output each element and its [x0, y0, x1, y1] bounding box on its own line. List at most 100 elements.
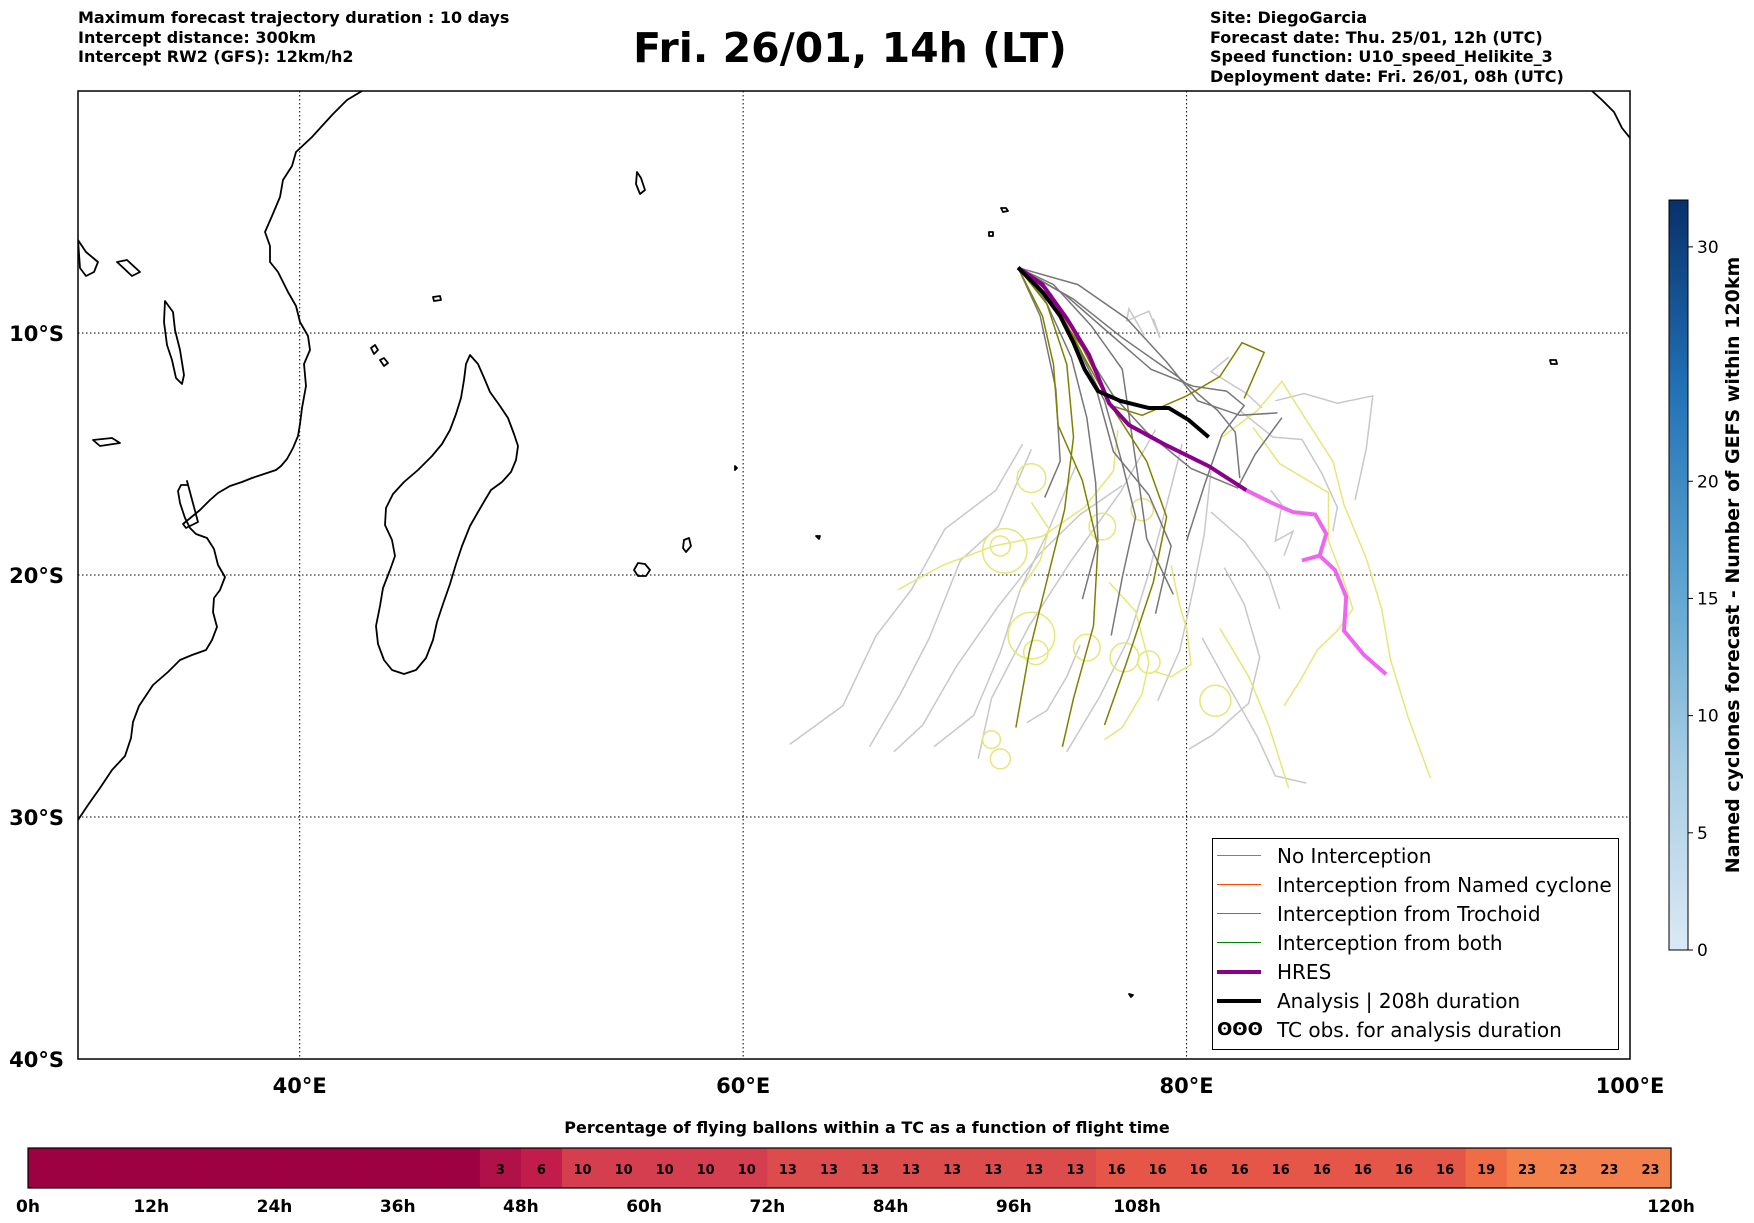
percentage-cell-label: 19 — [1477, 1163, 1495, 1178]
percentage-bar-frame — [27, 1147, 1672, 1189]
longitude-tick-label: 100°E — [1596, 1074, 1665, 1098]
legend-label-tc-obs: TC obs. for analysis duration — [1277, 1017, 1562, 1042]
percentage-cell-label: 6 — [537, 1163, 546, 1178]
percentage-cell-label: 16 — [1436, 1163, 1454, 1178]
percentage-cell — [1219, 1148, 1261, 1188]
mozambique-channel-bassas — [92, 437, 121, 447]
percentage-cell-label: 23 — [1641, 1163, 1659, 1178]
colorbar-tick-label: 20 — [1697, 472, 1719, 492]
percentage-cell-label: 10 — [615, 1163, 633, 1178]
trajectory-path — [1221, 380, 1432, 779]
percentage-cell — [1260, 1148, 1302, 1188]
trajectory-path — [1015, 267, 1075, 728]
percentage-cell — [1342, 1148, 1385, 1188]
cyclone-colorbar-gradient — [1668, 199, 1689, 951]
map-legend: No Interception Interception from Named … — [1212, 838, 1619, 1050]
pemba-island — [78, 239, 99, 277]
legend-label-named-cyclone: Interception from Named cyclone — [1277, 872, 1612, 897]
legend-row-trochoid: Interception from Trochoid — [1213, 899, 1541, 928]
trajectory-path — [1125, 306, 1161, 339]
time-tick-label: 120h — [1647, 1197, 1695, 1217]
percentage-cell — [1054, 1148, 1097, 1188]
percentage-cell — [438, 1148, 481, 1188]
trajectory-path — [1017, 267, 1174, 595]
trajectory-loop — [981, 527, 1028, 574]
percentage-cell — [1588, 1148, 1631, 1188]
trajectory-path — [1275, 392, 1374, 501]
trajectory-path — [1209, 356, 1263, 409]
percentage-cell — [69, 1148, 111, 1188]
trajectory-group-yellow — [897, 380, 1432, 789]
longitude-tick-label: 60°E — [716, 1074, 770, 1098]
hres-path-early — [1016, 266, 1248, 492]
legend-swatch-hres — [1217, 969, 1261, 974]
legend-swatch-named-cyclone — [1217, 883, 1261, 886]
time-tick-label: 12h — [133, 1197, 169, 1217]
percentage-cell — [767, 1148, 810, 1188]
legend-swatch-no-interception — [1217, 854, 1261, 857]
percentage-cell-label: 23 — [1600, 1163, 1618, 1178]
trajectory-path — [1017, 266, 1278, 417]
legend-row-no-interception: No Interception — [1213, 841, 1431, 870]
percentage-cell-label: 13 — [861, 1163, 879, 1178]
percentage-cell-label: 3 — [496, 1163, 505, 1178]
trajectory-hres — [1016, 266, 1388, 676]
longitude-tick-label: 80°E — [1160, 1074, 1214, 1098]
africa-coastline — [78, 91, 363, 821]
percentage-cell-label: 13 — [1066, 1163, 1084, 1178]
longitude-tick-labels: 40°E 60°E 80°E 100°E — [273, 1074, 1665, 1098]
trajectory-loop — [1088, 512, 1117, 541]
percentage-cell-label: 16 — [1395, 1163, 1413, 1178]
percentage-cell — [890, 1148, 933, 1188]
trajectory-group-light-gray — [789, 306, 1374, 784]
colorbar-tick-label: 5 — [1697, 824, 1708, 844]
percentage-cell — [849, 1148, 892, 1188]
hres-path-late — [1245, 488, 1388, 676]
percentage-bar: 3 6 10 10 10 10 10 13 13 13 13 13 13 13 13 16 16 16 16 16 16… — [16, 1147, 1695, 1217]
cargados-island — [734, 465, 738, 471]
percentage-cell-label: 16 — [1107, 1163, 1125, 1178]
percentage-cell-label: 10 — [656, 1163, 674, 1178]
deployment-date-text: Deployment date: Fri. 26/01, 08h (UTC) — [1210, 66, 1564, 86]
trajectory-path — [1219, 627, 1290, 789]
trajectory-path — [1066, 444, 1183, 753]
time-tick-label: 96h — [996, 1197, 1032, 1217]
zanzibar-island — [116, 259, 141, 277]
percentage-cell — [808, 1148, 851, 1188]
header-right-block: Site: DiegoGarcia Forecast date: Thu. 25… — [1210, 8, 1564, 86]
comoros-island — [370, 344, 379, 355]
trajectory-path — [1019, 501, 1050, 590]
percentage-cell — [1424, 1148, 1467, 1188]
percentage-cell — [520, 1148, 563, 1188]
site-text: Site: DiegoGarcia — [1210, 8, 1368, 27]
time-tick-label: 24h — [257, 1197, 293, 1217]
percentage-bar-cells: 3 6 10 10 10 10 10 13 13 13 13 13 13 13 13 16 16 16 16 16 16… — [28, 1148, 1672, 1188]
colorbar-tick-label: 10 — [1697, 707, 1719, 727]
percentage-cell — [274, 1148, 317, 1188]
legend-row-analysis: Analysis | 208h duration — [1213, 986, 1520, 1015]
percentage-cell — [931, 1148, 974, 1188]
time-tick-label: 108h — [1113, 1197, 1161, 1217]
percentage-cell — [1383, 1148, 1426, 1188]
percentage-cell — [315, 1148, 358, 1188]
lake-malawi — [163, 300, 185, 385]
time-tick-label: 72h — [750, 1197, 786, 1217]
colorbar-tick-label: 15 — [1697, 589, 1719, 609]
trajectory-loop — [1022, 639, 1049, 666]
percentage-bar-time-labels: 0h 12h 24h 36h 48h 60h 72h 84h 96h 108h 120h — [16, 1197, 1695, 1217]
amirante-island — [635, 171, 646, 195]
time-tick-label: 36h — [380, 1197, 416, 1217]
time-tick-label: 0h — [16, 1197, 40, 1217]
legend-label-no-interception: No Interception — [1277, 843, 1432, 868]
latitude-tick-label: 20°S — [9, 564, 64, 588]
percentage-cell — [28, 1148, 70, 1188]
trajectory-path — [1210, 511, 1281, 610]
map-frame — [77, 90, 1631, 1060]
percentage-cell-label: 13 — [1025, 1163, 1043, 1178]
percentage-cell-label: 13 — [943, 1163, 961, 1178]
percentage-cell-label: 10 — [573, 1163, 591, 1178]
trajectory-loop — [1137, 650, 1161, 674]
trajectory-path — [789, 443, 1024, 746]
percentage-cell-label: 16 — [1231, 1163, 1249, 1178]
percentage-cell — [1178, 1148, 1220, 1188]
